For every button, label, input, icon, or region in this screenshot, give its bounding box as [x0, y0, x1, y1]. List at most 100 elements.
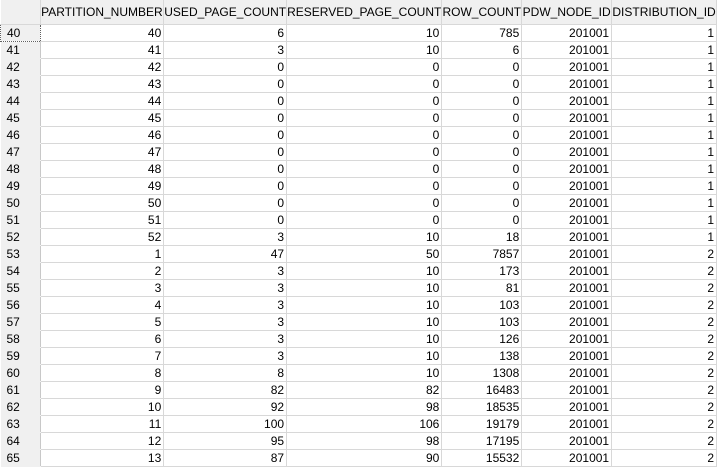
table-row[interactable]: 43 43 0 0 0 201001 1: [0, 75, 717, 93]
cell-pdw-node-id[interactable]: 201001: [521, 432, 613, 450]
table-row[interactable]: 54 2 3 10 173 201001 2: [0, 262, 717, 280]
cell-used-page-count[interactable]: 3: [163, 330, 288, 348]
cell-partition-number[interactable]: 44: [40, 92, 165, 110]
cell-used-page-count[interactable]: 0: [163, 160, 288, 178]
cell-used-page-count[interactable]: 3: [163, 296, 288, 314]
cell-distribution-id[interactable]: 1: [611, 177, 717, 195]
cell-distribution-id[interactable]: 1: [611, 228, 717, 246]
cell-reserved-page-count[interactable]: 10: [286, 279, 443, 297]
cell-reserved-page-count[interactable]: 10: [286, 330, 443, 348]
cell-distribution-id[interactable]: 2: [611, 279, 717, 297]
cell-used-page-count[interactable]: 3: [163, 262, 288, 280]
cell-used-page-count[interactable]: 0: [163, 109, 288, 127]
row-number-cell[interactable]: 51: [0, 211, 41, 229]
table-row[interactable]: 42 42 0 0 0 201001 1: [0, 58, 717, 76]
cell-partition-number[interactable]: 3: [40, 279, 165, 297]
cell-distribution-id[interactable]: 2: [611, 245, 717, 263]
cell-row-count[interactable]: 6: [441, 41, 523, 59]
cell-row-count[interactable]: 0: [441, 143, 523, 161]
cell-pdw-node-id[interactable]: 201001: [521, 364, 613, 382]
cell-pdw-node-id[interactable]: 201001: [521, 211, 613, 229]
table-row[interactable]: 47 47 0 0 0 201001 1: [0, 143, 717, 161]
cell-partition-number[interactable]: 50: [40, 194, 165, 212]
table-row[interactable]: 53 1 47 50 7857 201001 2: [0, 245, 717, 263]
table-row[interactable]: 52 52 3 10 18 201001 1: [0, 228, 717, 246]
row-number-cell[interactable]: 58: [0, 330, 41, 348]
cell-used-page-count[interactable]: 95: [163, 432, 288, 450]
cell-row-count[interactable]: 17195: [441, 432, 523, 450]
cell-used-page-count[interactable]: 3: [163, 347, 288, 365]
cell-used-page-count[interactable]: 0: [163, 211, 288, 229]
column-header-distribution-id[interactable]: DISTRIBUTION_ID: [611, 0, 717, 25]
row-number-cell[interactable]: 59: [0, 347, 41, 365]
cell-reserved-page-count[interactable]: 0: [286, 211, 443, 229]
cell-distribution-id[interactable]: 2: [611, 262, 717, 280]
cell-partition-number[interactable]: 7: [40, 347, 165, 365]
cell-row-count[interactable]: 0: [441, 177, 523, 195]
cell-partition-number[interactable]: 41: [40, 41, 165, 59]
row-number-cell[interactable]: 42: [0, 58, 41, 76]
cell-row-count[interactable]: 103: [441, 296, 523, 314]
cell-pdw-node-id[interactable]: 201001: [521, 398, 613, 416]
table-row[interactable]: 63 11 100 106 19179 201001 2: [0, 415, 717, 433]
cell-pdw-node-id[interactable]: 201001: [521, 313, 613, 331]
cell-row-count[interactable]: 81: [441, 279, 523, 297]
cell-partition-number[interactable]: 52: [40, 228, 165, 246]
cell-row-count[interactable]: 18535: [441, 398, 523, 416]
cell-row-count[interactable]: 126: [441, 330, 523, 348]
cell-reserved-page-count[interactable]: 98: [286, 432, 443, 450]
cell-pdw-node-id[interactable]: 201001: [521, 245, 613, 263]
cell-distribution-id[interactable]: 2: [611, 296, 717, 314]
cell-reserved-page-count[interactable]: 0: [286, 177, 443, 195]
cell-pdw-node-id[interactable]: 201001: [521, 228, 613, 246]
row-number-cell[interactable]: 46: [0, 126, 41, 144]
cell-pdw-node-id[interactable]: 201001: [521, 381, 613, 399]
cell-distribution-id[interactable]: 2: [611, 381, 717, 399]
cell-used-page-count[interactable]: 82: [163, 381, 288, 399]
cell-reserved-page-count[interactable]: 82: [286, 381, 443, 399]
cell-pdw-node-id[interactable]: 201001: [521, 296, 613, 314]
row-number-cell[interactable]: 62: [0, 398, 41, 416]
cell-row-count[interactable]: 0: [441, 75, 523, 93]
row-number-cell[interactable]: 48: [0, 160, 41, 178]
cell-partition-number[interactable]: 12: [40, 432, 165, 450]
table-row[interactable]: 58 6 3 10 126 201001 2: [0, 330, 717, 348]
cell-row-count[interactable]: 0: [441, 194, 523, 212]
cell-row-count[interactable]: 19179: [441, 415, 523, 433]
cell-reserved-page-count[interactable]: 0: [286, 160, 443, 178]
cell-distribution-id[interactable]: 1: [611, 92, 717, 110]
column-header-used-page-count[interactable]: USED_PAGE_COUNT: [163, 0, 288, 25]
row-number-cell[interactable]: 61: [0, 381, 41, 399]
cell-used-page-count[interactable]: 92: [163, 398, 288, 416]
cell-distribution-id[interactable]: 1: [611, 160, 717, 178]
row-number-cell[interactable]: 60: [0, 364, 41, 382]
cell-row-count[interactable]: 7857: [441, 245, 523, 263]
cell-row-count[interactable]: 1308: [441, 364, 523, 382]
cell-used-page-count[interactable]: 3: [163, 313, 288, 331]
column-header-row-count[interactable]: ROW_COUNT: [441, 0, 523, 25]
cell-reserved-page-count[interactable]: 0: [286, 143, 443, 161]
cell-partition-number[interactable]: 48: [40, 160, 165, 178]
cell-distribution-id[interactable]: 1: [611, 41, 717, 59]
row-number-cell[interactable]: 41: [0, 41, 41, 59]
row-number-cell[interactable]: 57: [0, 313, 41, 331]
table-row[interactable]: 65 13 87 90 15532 201001 2: [0, 449, 717, 467]
table-row[interactable]: 62 10 92 98 18535 201001 2: [0, 398, 717, 416]
cell-used-page-count[interactable]: 8: [163, 364, 288, 382]
cell-partition-number[interactable]: 9: [40, 381, 165, 399]
cell-row-count[interactable]: 0: [441, 160, 523, 178]
cell-used-page-count[interactable]: 0: [163, 58, 288, 76]
cell-row-count[interactable]: 0: [441, 126, 523, 144]
cell-distribution-id[interactable]: 1: [611, 126, 717, 144]
cell-reserved-page-count[interactable]: 0: [286, 194, 443, 212]
cell-distribution-id[interactable]: 1: [611, 75, 717, 93]
cell-pdw-node-id[interactable]: 201001: [521, 194, 613, 212]
cell-distribution-id[interactable]: 2: [611, 432, 717, 450]
row-number-cell[interactable]: 54: [0, 262, 41, 280]
cell-row-count[interactable]: 0: [441, 109, 523, 127]
cell-reserved-page-count[interactable]: 106: [286, 415, 443, 433]
cell-distribution-id[interactable]: 1: [611, 109, 717, 127]
table-row[interactable]: 55 3 3 10 81 201001 2: [0, 279, 717, 297]
cell-pdw-node-id[interactable]: 201001: [521, 109, 613, 127]
cell-used-page-count[interactable]: 87: [163, 449, 288, 467]
